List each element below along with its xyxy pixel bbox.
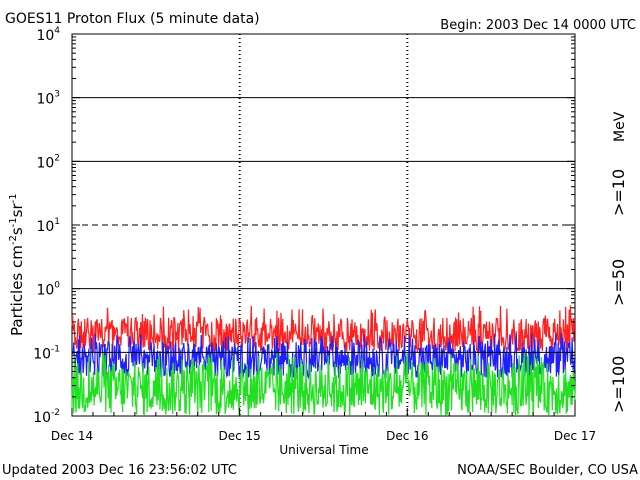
source-credit: NOAA/SEC Boulder, CO USA: [457, 463, 638, 478]
series-line-3: [71, 352, 576, 416]
x-tick-label: Dec 14: [51, 429, 93, 443]
begin-label: Begin: 2003 Dec 14 0000 UTC: [440, 18, 636, 33]
series-line-1: [71, 305, 576, 354]
legend-entry-ge100: >=100: [609, 356, 628, 413]
legend-unit: MeV: [612, 111, 628, 142]
y-tick-label: 104: [36, 26, 60, 44]
x-axis-ticks: Dec 14 Dec 15 Dec 16 Dec 17: [51, 408, 596, 443]
legend-entry-ge10: >=10: [609, 169, 628, 216]
legend: MeV >=10 >=50 >=100: [609, 111, 628, 413]
chart-title: GOES11 Proton Flux (5 minute data): [5, 11, 260, 27]
x-tick-label: Dec 16: [386, 429, 428, 443]
y-tick-label: 101: [36, 217, 60, 235]
y-axis-ticks: 10-2 10-1 100 101 102 103 104: [33, 26, 575, 426]
series-layer: [71, 305, 576, 416]
reference-lines: [72, 97, 575, 353]
y-tick-label: 102: [36, 153, 60, 171]
y-tick-label: 100: [36, 281, 60, 299]
y-tick-label: 10-1: [33, 344, 60, 362]
y-axis-label: Particles cm-2s-1sr-1: [8, 193, 26, 336]
series-line-2: [71, 333, 576, 380]
y-tick-label: 103: [36, 90, 60, 108]
updated-timestamp: Updated 2003 Dec 16 23:56:02 UTC: [2, 463, 237, 478]
x-axis-label: Universal Time: [279, 443, 368, 457]
x-tick-label: Dec 15: [219, 429, 261, 443]
legend-entry-ge50: >=50: [609, 259, 628, 306]
y-tick-label: 10-2: [33, 408, 60, 426]
x-tick-label: Dec 17: [554, 429, 596, 443]
